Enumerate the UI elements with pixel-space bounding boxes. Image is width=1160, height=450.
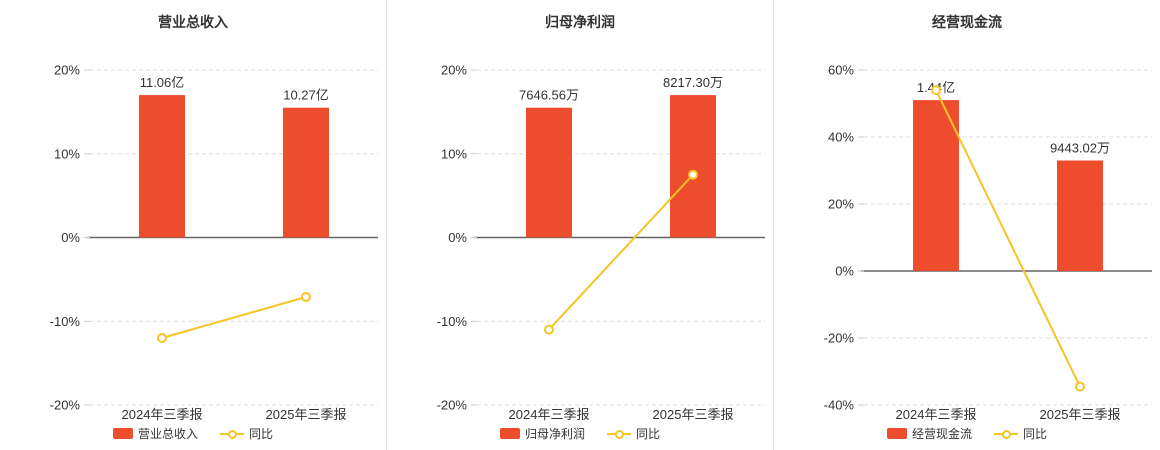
legend-line-item[interactable]: 同比 <box>220 425 273 442</box>
bar-series-swatch-icon <box>112 428 133 439</box>
legend-line-label: 同比 <box>636 427 661 441</box>
y-tick-label: -20% <box>50 398 81 413</box>
bar-value-label: 10.27亿 <box>283 88 329 103</box>
chart-plot-cash-flow: -40%-20%0%20%40%60%1.44亿9443.02万2024年三季报… <box>774 40 1160 425</box>
chart-legend-revenue: 营业总收入 同比 <box>0 425 386 450</box>
y-tick-label: -20% <box>437 398 468 413</box>
bar[interactable] <box>1057 160 1103 272</box>
bar-series-swatch-icon <box>499 428 520 439</box>
panel-operating-cash-flow: 经营现金流 -40%-20%0%20%40%60%1.44亿9443.02万20… <box>774 0 1160 450</box>
x-category-label: 2024年三季报 <box>896 407 977 422</box>
legend-line-label: 同比 <box>249 427 274 441</box>
y-tick-label: 10% <box>54 146 80 161</box>
bar[interactable] <box>913 100 959 271</box>
panel-revenue: 营业总收入 -20% -10% 0% 10% 20% 11.06亿 10.27亿 2024年三… <box>0 0 387 450</box>
y-tick-label: 10% <box>441 146 467 161</box>
legend-line-item[interactable]: 同比 <box>994 425 1047 442</box>
y-tick-label: -40% <box>824 398 855 413</box>
y-tick-label: 20% <box>828 197 854 212</box>
legend-bar-item[interactable]: 营业总收入 <box>112 425 198 442</box>
line-series-swatch-icon <box>607 429 631 439</box>
yoy-marker[interactable] <box>688 169 698 180</box>
y-tick-label: 0% <box>61 230 80 245</box>
bar-series-swatch-icon <box>886 428 907 439</box>
legend-bar-label: 归母净利润 <box>524 427 585 441</box>
y-tick-label: 0% <box>835 264 854 279</box>
yoy-marker[interactable] <box>1075 381 1085 392</box>
chart-plot-revenue: -20% -10% 0% 10% 20% 11.06亿 10.27亿 2024年三季报 2025… <box>0 40 386 425</box>
y-tick-label: 60% <box>828 63 854 78</box>
legend-line-label: 同比 <box>1023 427 1048 441</box>
chart-canvas: -20% -10% 0% 10% 20% 7646.56万 8217.30万 2024年三季报… <box>437 63 765 422</box>
y-tick-label: -10% <box>437 314 468 329</box>
chart-canvas: -20% -10% 0% 10% 20% 11.06亿 10.27亿 2024年三季报 2025… <box>50 63 378 422</box>
legend-bar-item[interactable]: 归母净利润 <box>499 425 585 442</box>
chart-title-cash-flow: 经营现金流 <box>932 14 1002 30</box>
bar-value-label: 7646.56万 <box>519 88 579 103</box>
line-series-swatch-icon <box>220 429 244 439</box>
y-tick-label: -10% <box>50 314 81 329</box>
yoy-line <box>935 89 1081 388</box>
bar-value-label: 8217.30万 <box>663 75 723 90</box>
chart-legend-cash-flow: 经营现金流 同比 <box>774 425 1160 450</box>
bar-value-label: 11.06亿 <box>140 75 185 90</box>
yoy-line <box>548 174 694 331</box>
x-category-label: 2025年三季报 <box>1040 407 1121 422</box>
yoy-marker[interactable] <box>544 324 554 335</box>
x-category-label: 2024年三季报 <box>122 407 203 422</box>
bar[interactable] <box>283 107 329 238</box>
yoy-marker[interactable] <box>157 333 167 343</box>
bar[interactable] <box>526 107 572 238</box>
legend-line-item[interactable]: 同比 <box>607 425 660 442</box>
x-category-label: 2025年三季报 <box>653 407 734 422</box>
x-category-label: 2025年三季报 <box>266 407 347 422</box>
legend-bar-item[interactable]: 经营现金流 <box>886 425 972 442</box>
chart-canvas: -40%-20%0%20%40%60%1.44亿9443.02万2024年三季报… <box>824 63 1152 422</box>
bar-value-label: 9443.02万 <box>1050 141 1110 156</box>
chart-plot-net-profit: -20% -10% 0% 10% 20% 7646.56万 8217.30万 2024年三季报… <box>387 40 773 425</box>
bar[interactable] <box>139 95 185 238</box>
chart-legend-net-profit: 归母净利润 同比 <box>387 425 773 450</box>
y-tick-label: 40% <box>828 130 854 145</box>
legend-bar-label: 经营现金流 <box>911 427 972 441</box>
y-tick-label: 20% <box>441 63 467 78</box>
bar[interactable] <box>670 95 716 238</box>
chart-title-net-profit: 归母净利润 <box>545 14 615 30</box>
y-tick-label: 20% <box>54 63 80 78</box>
chart-title-revenue: 营业总收入 <box>158 14 228 30</box>
y-tick-label: -20% <box>824 331 855 346</box>
yoy-marker[interactable] <box>301 292 311 302</box>
x-category-label: 2024年三季报 <box>509 407 590 422</box>
yoy-line <box>161 296 307 339</box>
y-tick-label: 0% <box>448 230 467 245</box>
legend-bar-label: 营业总收入 <box>137 427 198 441</box>
line-series-swatch-icon <box>994 429 1018 439</box>
panel-net-profit: 归母净利润 -20% -10% 0% 10% 20% 7646.56万 8217.30万 20… <box>387 0 774 450</box>
yoy-marker[interactable] <box>931 85 941 96</box>
